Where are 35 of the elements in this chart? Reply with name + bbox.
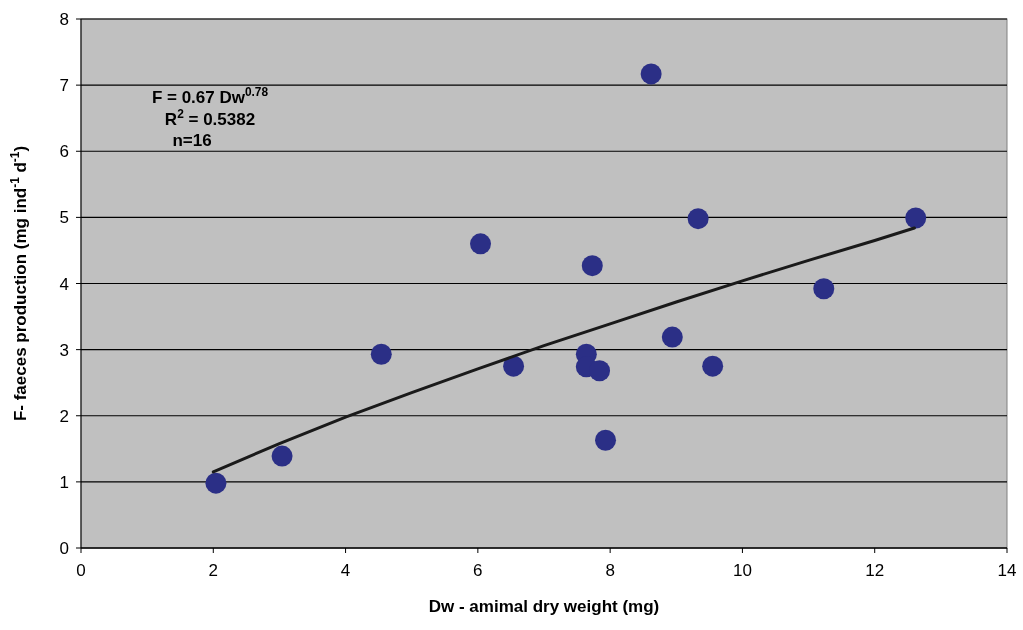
x-tick-label: 0 bbox=[76, 561, 86, 580]
annotation: R$^{2}$ = 0.5382 bbox=[164, 107, 256, 129]
point bbox=[595, 429, 617, 451]
point bbox=[470, 233, 491, 255]
x-tick-label: 14 bbox=[997, 561, 1017, 580]
annotation: F = 0.67 Dw$^{0.78}$ bbox=[151, 85, 269, 107]
point bbox=[661, 326, 683, 348]
point bbox=[271, 445, 293, 467]
point bbox=[687, 208, 709, 230]
y-tick-label: 7 bbox=[59, 76, 69, 96]
x-tick-label: 2 bbox=[208, 561, 219, 580]
point bbox=[581, 255, 603, 277]
y-tick-label: 1 bbox=[59, 472, 69, 492]
y-tick-label: 5 bbox=[59, 208, 69, 228]
point bbox=[205, 472, 227, 494]
y-tick-label: 3 bbox=[59, 340, 69, 360]
y-tick-label: 0 bbox=[59, 539, 69, 558]
y-tick-label: 2 bbox=[59, 406, 69, 426]
x-axis-title: Dw - amimal dry weight (mg) bbox=[428, 597, 660, 616]
point bbox=[589, 360, 611, 382]
x-tick-label: 4 bbox=[340, 561, 351, 580]
y-tick-label: 8 bbox=[59, 10, 69, 29]
annotation: n=16 bbox=[172, 131, 212, 150]
x-tick-label: 6 bbox=[473, 561, 483, 580]
x-tick-label: 8 bbox=[605, 561, 615, 580]
y-tick-label: 6 bbox=[59, 142, 69, 162]
point bbox=[640, 63, 662, 85]
point bbox=[813, 278, 835, 300]
x-tick-label: 10 bbox=[732, 561, 752, 580]
y-tick-label: 4 bbox=[59, 274, 69, 294]
point bbox=[503, 355, 525, 377]
point bbox=[905, 207, 927, 229]
x-tick-label: 12 bbox=[865, 561, 885, 580]
point bbox=[702, 355, 724, 377]
point bbox=[370, 343, 392, 365]
